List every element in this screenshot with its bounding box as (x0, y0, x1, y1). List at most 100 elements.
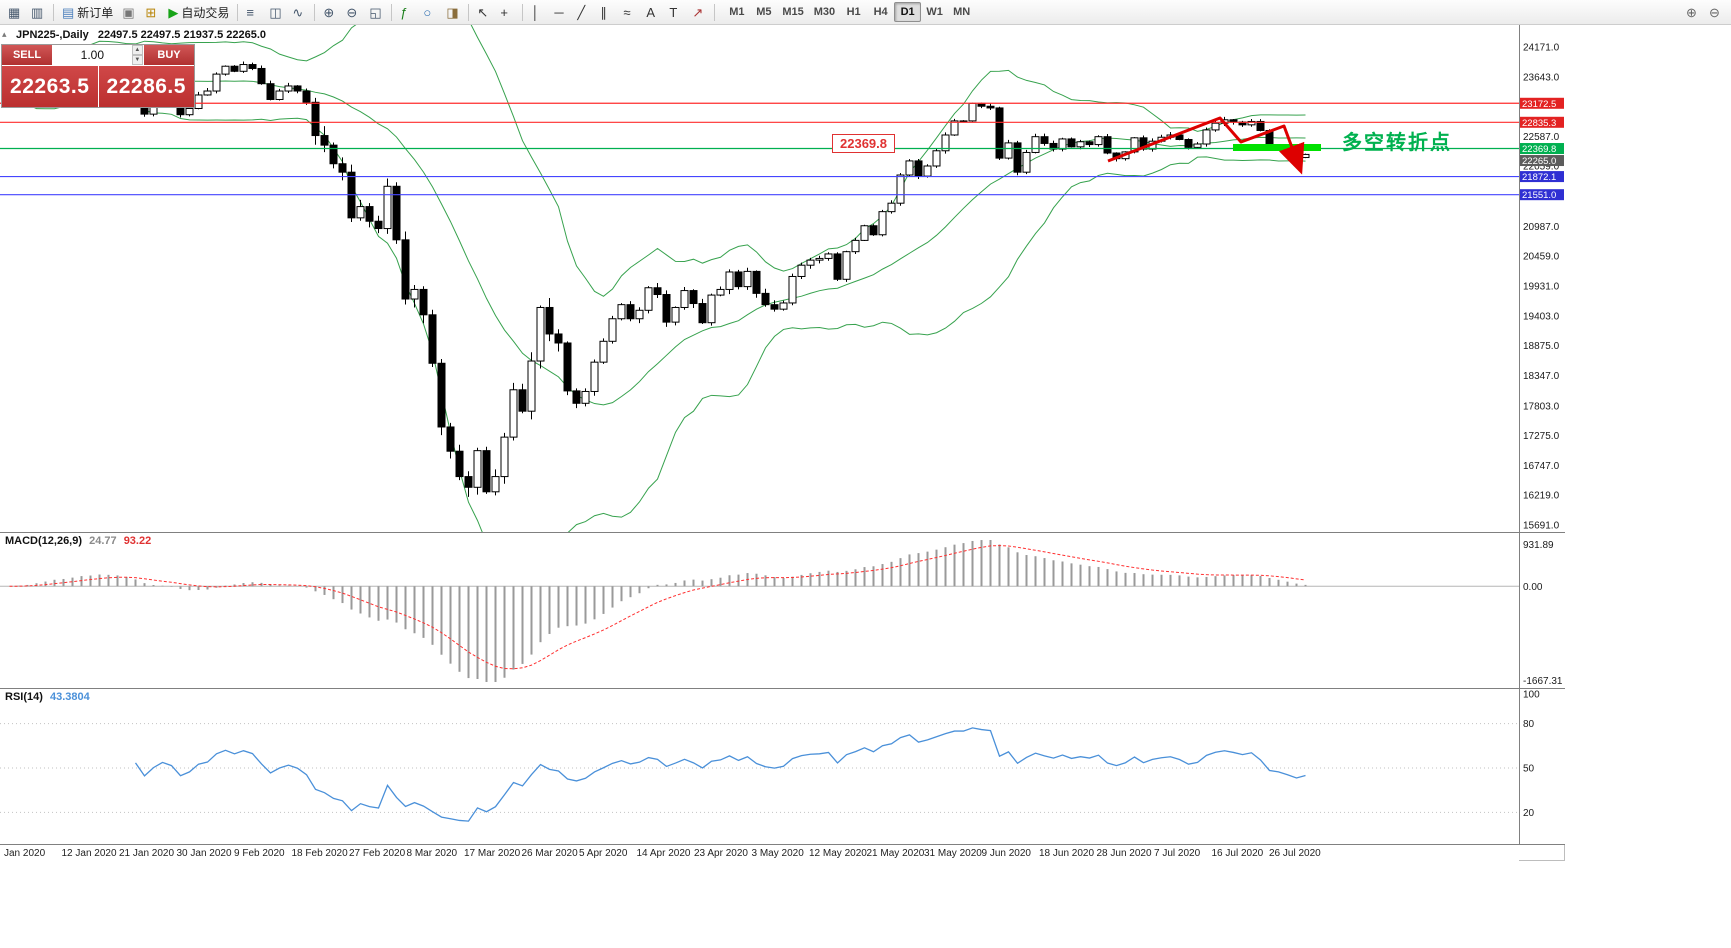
line-chart-mode-icon: ∿ (292, 4, 304, 20)
svg-text:Jan 2020: Jan 2020 (4, 848, 46, 859)
rsi-name: RSI(14) (5, 691, 43, 703)
candlestick-mode-button[interactable]: ◫ (265, 2, 287, 23)
timeframe-m30-button[interactable]: M30 (809, 2, 840, 22)
buy-price[interactable]: 22286.5 (98, 66, 194, 107)
svg-text:0.00: 0.00 (1523, 582, 1543, 593)
svg-text:14 Apr 2020: 14 Apr 2020 (637, 848, 691, 859)
timeframe-w1-button[interactable]: W1 (921, 2, 948, 22)
support-zone-annotation (1233, 144, 1321, 151)
svg-text:19931.0: 19931.0 (1523, 282, 1560, 293)
templates-button[interactable]: ◨ (442, 2, 464, 23)
lot-increase-button[interactable]: ▲ (131, 45, 143, 55)
horizontal-line-button[interactable]: ─ (550, 2, 572, 23)
crosshair-button[interactable]: + (496, 2, 518, 23)
periods-icon: ○ (423, 4, 432, 20)
rsi-pane (0, 723, 1519, 822)
trendline-icon: ╱ (577, 4, 586, 20)
indicator-axis-labels: 931.89 0.00 -1667.31 100 80 50 20 (1523, 540, 1563, 819)
new-order-icon: ▤ (62, 4, 75, 20)
buy-button[interactable]: BUY (144, 45, 194, 65)
lot-increase-icon: ▲ (134, 47, 141, 53)
chart-ohlc-label: 22497.5 22497.5 21937.5 22265.0 (97, 29, 267, 41)
chart-canvas[interactable]: 24171.0 23643.0 22587.0 22059.0 20987.0 20459… (0, 25, 1565, 861)
bar-chart-mode-button[interactable]: ≡ (242, 2, 264, 23)
horizontal-line-icon: ─ (554, 4, 564, 20)
new-order-button[interactable]: ▤ 新订单 (58, 2, 117, 23)
indicators-icon: ƒ (400, 4, 408, 20)
price-badge (1520, 155, 1564, 167)
svg-text:931.89: 931.89 (1523, 540, 1554, 551)
one-click-collapse-icon[interactable]: ▴ (2, 29, 7, 39)
chart-title: JPN225-,Daily 22497.5 22497.5 21937.5 22… (16, 29, 266, 41)
lot-size-input[interactable] (53, 45, 132, 65)
profiles-button[interactable]: ▥ (27, 2, 49, 23)
cursor-button[interactable]: ↖ (473, 2, 495, 23)
svg-text:22265.0: 22265.0 (1522, 156, 1556, 167)
timeframe-h1-button[interactable]: H1 (840, 2, 867, 22)
sell-price[interactable]: 22263.5 (2, 66, 98, 107)
date-axis-labels: Jan 2020 12 Jan 2020 21 Jan 2020 30 Jan 202… (4, 848, 1321, 859)
svg-text:9 Jun 2020: 9 Jun 2020 (982, 848, 1032, 859)
indicators-button[interactable]: ƒ (396, 2, 418, 23)
market-watch-button[interactable]: ⊞ (141, 2, 163, 23)
lot-size-box: ▲ ▼ (52, 45, 144, 65)
magnify-increase-button[interactable]: ⊕ (1682, 2, 1704, 23)
timeframe-m1-button[interactable]: M1 (723, 2, 750, 22)
chart-window: 24171.0 23643.0 22587.0 22059.0 20987.0 20459… (0, 25, 1565, 861)
text-icon: A (646, 4, 655, 20)
price-badge (1520, 189, 1564, 201)
macd-pane (0, 540, 1519, 682)
text-button[interactable]: A (642, 2, 664, 23)
one-click-trading-panel: SELL ▲ ▼ BUY 22263.5 22286.5 (1, 44, 195, 108)
tile-windows-button[interactable]: ◱ (365, 2, 387, 23)
zoom-in-button[interactable]: ⊕ (319, 2, 341, 23)
channel-button[interactable]: ∥ (596, 2, 618, 23)
timeframe-m5-button[interactable]: M5 (750, 2, 777, 22)
toolbar-separator (714, 3, 716, 21)
toolbar-separator (522, 3, 524, 21)
timeframe-mn-button[interactable]: MN (948, 2, 975, 22)
cursor-icon: ↖ (477, 4, 489, 20)
vertical-line-button[interactable]: │ (527, 2, 549, 23)
fibonacci-button[interactable]: ≈ (619, 2, 641, 23)
svg-text:21 May 2020: 21 May 2020 (867, 848, 925, 859)
svg-text:16 Jul 2020: 16 Jul 2020 (1212, 848, 1264, 859)
svg-text:9 Feb 2020: 9 Feb 2020 (234, 848, 285, 859)
periods-button[interactable]: ○ (419, 2, 441, 23)
pane-borders (0, 25, 1565, 845)
zoom-out-button[interactable]: ⊖ (342, 2, 364, 23)
svg-text:16747.0: 16747.0 (1523, 461, 1560, 472)
svg-text:50: 50 (1523, 764, 1535, 775)
magnify-decrease-button[interactable]: ⊖ (1705, 2, 1727, 23)
trendline-button[interactable]: ╱ (573, 2, 595, 23)
chart-symbol-label: JPN225-,Daily (16, 29, 89, 41)
rsi-value: 43.3804 (49, 691, 90, 703)
main-toolbar: ▦ ▥ ▤ 新订单 ▣ ⊞ ▶ 自动交易 ≡ ◫ ∿ ⊕ ⊖ ◱ ƒ ○ ◨ ↖ + │ ─ ╱ ∥ ≈ A T ↗ M1 M5 M15… (0, 0, 1731, 25)
toolbar-right-group: ⊕ ⊖ (1682, 2, 1727, 23)
new-order-label: 新订单 (77, 5, 114, 20)
text-label-button[interactable]: T (665, 2, 687, 23)
new-chart-button[interactable]: ▦ (4, 2, 26, 23)
toolbar-separator (237, 3, 239, 21)
time-scale[interactable] (0, 844, 1519, 861)
market-watch-icon: ⊞ (145, 4, 157, 20)
lot-decrease-button[interactable]: ▼ (131, 55, 143, 65)
macd-main-value: 24.77 (89, 535, 117, 547)
sell-button[interactable]: SELL (2, 45, 52, 65)
print-button[interactable]: ▣ (118, 2, 140, 23)
main-price-pane (0, 25, 1519, 532)
svg-text:8 Mar 2020: 8 Mar 2020 (407, 848, 458, 859)
arrows-tool-button[interactable]: ↗ (688, 2, 710, 23)
timeframe-h4-button[interactable]: H4 (867, 2, 894, 22)
timeframe-m15-button[interactable]: M15 (777, 2, 808, 22)
turning-point-annotation: 多空转折点 (1342, 132, 1452, 154)
timeframe-d1-button[interactable]: D1 (894, 2, 922, 22)
svg-text:100: 100 (1523, 690, 1540, 701)
svg-text:7 Jul 2020: 7 Jul 2020 (1154, 848, 1201, 859)
macd-name: MACD(12,26,9) (5, 535, 83, 547)
autotrading-button[interactable]: ▶ 自动交易 (164, 2, 233, 23)
rsi-indicator-label: RSI(14) 43.3804 (5, 691, 90, 703)
line-chart-mode-button[interactable]: ∿ (288, 2, 310, 23)
svg-text:20987.0: 20987.0 (1523, 222, 1560, 233)
toolbar-buttons-group: ▦ ▥ ▤ 新订单 ▣ ⊞ ▶ 自动交易 ≡ ◫ ∿ ⊕ ⊖ ◱ ƒ ○ ◨ ↖ + │ ─ ╱ ∥ ≈ A T ↗ (4, 2, 718, 23)
